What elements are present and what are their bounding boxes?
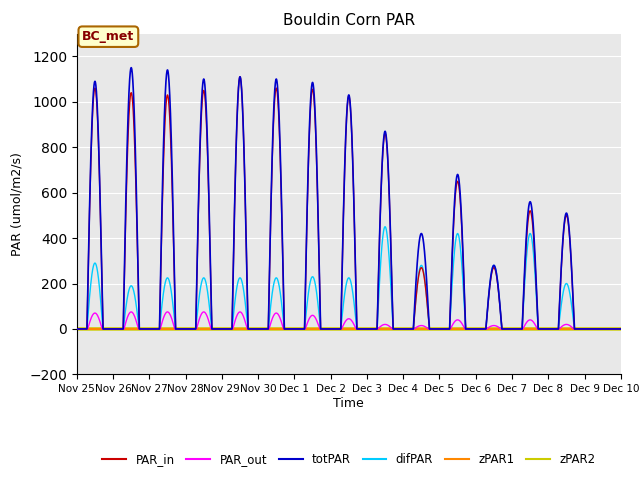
Legend: PAR_in, PAR_out, totPAR, difPAR, zPAR1, zPAR2: PAR_in, PAR_out, totPAR, difPAR, zPAR1, … bbox=[98, 448, 600, 471]
Y-axis label: PAR (umol/m2/s): PAR (umol/m2/s) bbox=[11, 152, 24, 256]
X-axis label: Time: Time bbox=[333, 397, 364, 410]
Title: Bouldin Corn PAR: Bouldin Corn PAR bbox=[283, 13, 415, 28]
Text: BC_met: BC_met bbox=[82, 30, 134, 43]
